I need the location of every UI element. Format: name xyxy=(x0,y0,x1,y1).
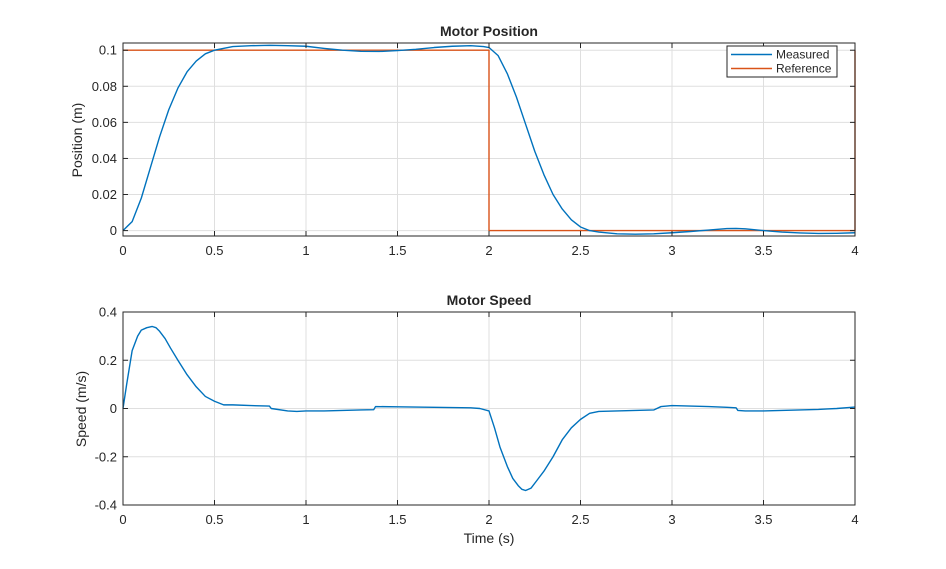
speed-x-tick-label: 2 xyxy=(485,512,492,527)
speed-x-tick-label: 3.5 xyxy=(754,512,772,527)
position-x-tick-label: 2.5 xyxy=(571,243,589,258)
speed-y-axis-label: Speed (m/s) xyxy=(73,371,89,447)
legend-reference-label: Reference xyxy=(776,62,832,76)
position-y-tick-label: 0 xyxy=(110,223,117,238)
speed-ticks: 0 0.5 1 1.5 2 2.5 3 3.5 4 -0.4 -0.2 0 0.2 0.4 xyxy=(95,305,859,528)
speed-x-tick-label: 2.5 xyxy=(571,512,589,527)
position-x-tick-label: 3.5 xyxy=(754,243,772,258)
speed-y-tick-label: -0.2 xyxy=(95,449,117,464)
speed-x-tick-label: 1 xyxy=(302,512,309,527)
position-x-tick-label: 1 xyxy=(302,243,309,258)
speed-x-tick-label: 0.5 xyxy=(205,512,223,527)
position-y-tick-label: 0.06 xyxy=(92,115,117,130)
position-x-tick-label: 0 xyxy=(119,243,126,258)
position-x-tick-label: 2 xyxy=(485,243,492,258)
position-y-axis-label: Position (m) xyxy=(69,103,85,178)
speed-y-tick-label: -0.4 xyxy=(95,498,117,513)
speed-x-axis-label: Time (s) xyxy=(464,530,515,546)
position-x-tick-label: 3 xyxy=(668,243,675,258)
position-axes: 0 0.5 1 1.5 2 2.5 3 3.5 4 0 0.02 0.04 0.06 0.08 0.1 Mo… xyxy=(69,23,859,258)
position-y-tick-label: 0.02 xyxy=(92,187,117,202)
position-measured-line xyxy=(122,44,856,235)
position-y-tick-label: 0.1 xyxy=(99,43,117,58)
position-chart-title: Motor Position xyxy=(440,23,538,39)
speed-chart-title: Motor Speed xyxy=(447,292,532,308)
speed-y-tick-label: 0.4 xyxy=(99,305,117,320)
position-x-tick-label: 0.5 xyxy=(205,243,223,258)
position-x-tick-label: 4 xyxy=(851,243,858,258)
speed-y-tick-label: 0.2 xyxy=(99,353,117,368)
speed-axes: 0 0.5 1 1.5 2 2.5 3 3.5 4 -0.4 -0.2 0 0.2 0.4 Motor S… xyxy=(73,292,859,546)
legend-box xyxy=(726,45,838,78)
position-x-tick-label: 1.5 xyxy=(388,243,406,258)
speed-x-tick-label: 0 xyxy=(119,512,126,527)
position-legend: Measured Reference xyxy=(726,45,838,78)
speed-series xyxy=(122,325,856,492)
speed-x-tick-label: 4 xyxy=(851,512,858,527)
legend-measured-label: Measured xyxy=(776,48,829,62)
speed-x-tick-label: 1.5 xyxy=(388,512,406,527)
speed-y-tick-label: 0 xyxy=(110,401,117,416)
speed-speed-line xyxy=(122,325,856,492)
position-y-tick-label: 0.04 xyxy=(92,151,117,166)
position-y-tick-label: 0.08 xyxy=(92,79,117,94)
position-ticks: 0 0.5 1 1.5 2 2.5 3 3.5 4 0 0.02 0.04 0.06 0.08 0.1 xyxy=(92,43,859,258)
speed-x-tick-label: 3 xyxy=(668,512,675,527)
